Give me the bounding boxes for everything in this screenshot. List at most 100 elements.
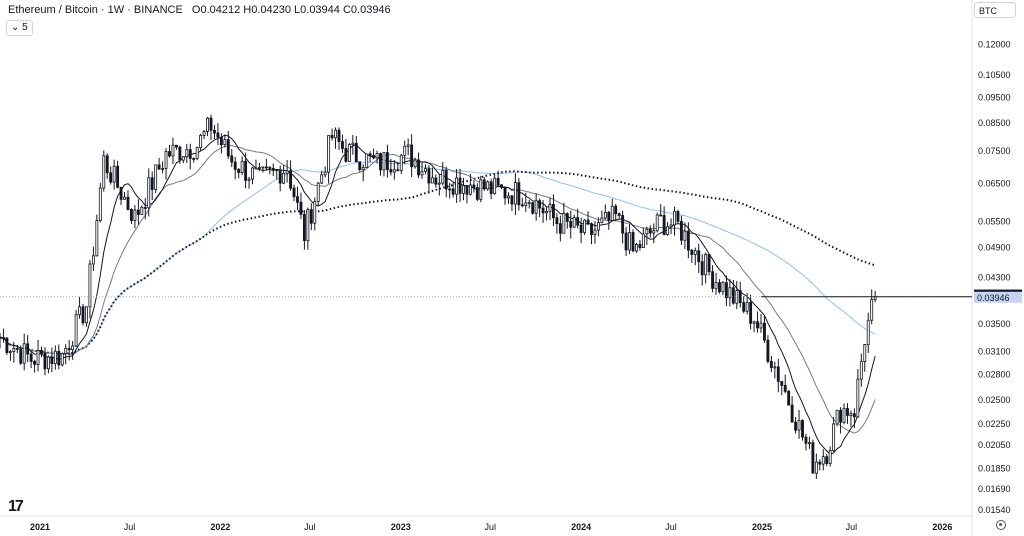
candle: [40, 350, 43, 354]
x-tick-label: 2022: [210, 522, 230, 532]
candle: [257, 167, 261, 169]
candle: [617, 213, 621, 216]
candle: [420, 171, 424, 176]
symbol-title[interactable]: Ethereum / Bitcoin · 1W · BINANCE: [8, 4, 183, 16]
candle: [382, 152, 386, 171]
candle: [403, 145, 407, 156]
candle: [112, 165, 116, 183]
candle: [686, 230, 690, 251]
candle: [769, 361, 773, 368]
candle: [804, 436, 808, 444]
candle: [832, 423, 836, 452]
candle: [583, 219, 587, 233]
candle: [8, 351, 12, 353]
candle: [565, 213, 569, 222]
candle: [448, 188, 452, 191]
candle: [185, 149, 189, 158]
candle: [621, 215, 625, 234]
candle: [354, 142, 358, 163]
candle: [164, 151, 168, 169]
candle: [673, 211, 676, 226]
x-tick-label: 2024: [571, 522, 591, 532]
last-price-label: 0.03946: [977, 293, 1010, 303]
candle: [468, 184, 472, 195]
candle: [247, 178, 251, 181]
candle: [552, 204, 555, 219]
candle: [296, 196, 299, 203]
candle: [714, 282, 718, 289]
candle: [846, 408, 849, 416]
candle: [365, 153, 369, 168]
candle: [437, 182, 441, 185]
ohlc-values: O0.04212 H0.04230 L0.03944 C0.03946: [191, 4, 391, 16]
candle: [593, 229, 597, 235]
candle: [742, 302, 746, 312]
candle: [361, 167, 365, 171]
candle: [648, 228, 652, 234]
candle: [150, 177, 154, 190]
candle: [22, 343, 26, 364]
candle: [475, 187, 479, 200]
candle: [614, 205, 618, 215]
candle: [133, 209, 137, 221]
y-tick-label: 0.06500: [978, 179, 1011, 189]
candle: [143, 207, 147, 209]
y-tick-label: 0.01690: [978, 484, 1011, 494]
candle: [555, 217, 559, 225]
candle: [441, 170, 445, 184]
candle: [652, 230, 656, 234]
candle: [195, 147, 199, 159]
candle: [81, 306, 85, 324]
candle: [707, 254, 711, 273]
candle: [199, 135, 203, 149]
candle: [524, 202, 528, 207]
settings-icon[interactable]: [996, 520, 1006, 530]
candle: [527, 202, 531, 205]
candle: [724, 282, 728, 299]
candle: [562, 213, 566, 234]
indicators-collapse-button[interactable]: ⌄ 5: [6, 20, 33, 36]
indicators-count: 5: [22, 22, 28, 33]
candle: [372, 155, 376, 159]
y-tick-label: 0.01850: [978, 463, 1011, 473]
candle: [631, 232, 635, 252]
candle: [700, 261, 704, 276]
candle: [334, 129, 337, 139]
candle: [351, 142, 355, 146]
x-tick-label: 2026: [932, 522, 952, 532]
candle: [773, 366, 777, 369]
tradingview-logo-icon: 17: [8, 498, 24, 515]
y-tick-label: 0.10500: [978, 70, 1011, 80]
candle: [534, 200, 538, 214]
y-tick-label: 0.03500: [978, 319, 1011, 329]
candle: [489, 181, 493, 194]
candle: [244, 160, 248, 181]
candle: [95, 220, 99, 257]
candle: [98, 187, 102, 222]
candle: [610, 205, 614, 221]
x-tick-label: 2023: [391, 522, 411, 532]
candle: [337, 129, 341, 142]
candle: [46, 356, 50, 370]
candle: [458, 177, 462, 194]
candle: [776, 366, 780, 382]
candle: [558, 223, 562, 234]
candle: [500, 184, 504, 188]
candle: [814, 461, 818, 474]
candle: [154, 164, 158, 190]
candle: [275, 169, 279, 172]
currency-selector[interactable]: BTC: [974, 2, 1016, 18]
candle: [728, 287, 732, 299]
candle: [71, 345, 75, 351]
candle: [569, 220, 573, 228]
candle: [738, 290, 742, 304]
candle: [541, 207, 545, 214]
candle: [821, 456, 825, 465]
candle: [417, 159, 420, 176]
candle: [188, 149, 192, 159]
candle: [486, 181, 490, 190]
candle: [482, 179, 486, 190]
candle: [64, 347, 68, 354]
candle: [548, 204, 552, 212]
